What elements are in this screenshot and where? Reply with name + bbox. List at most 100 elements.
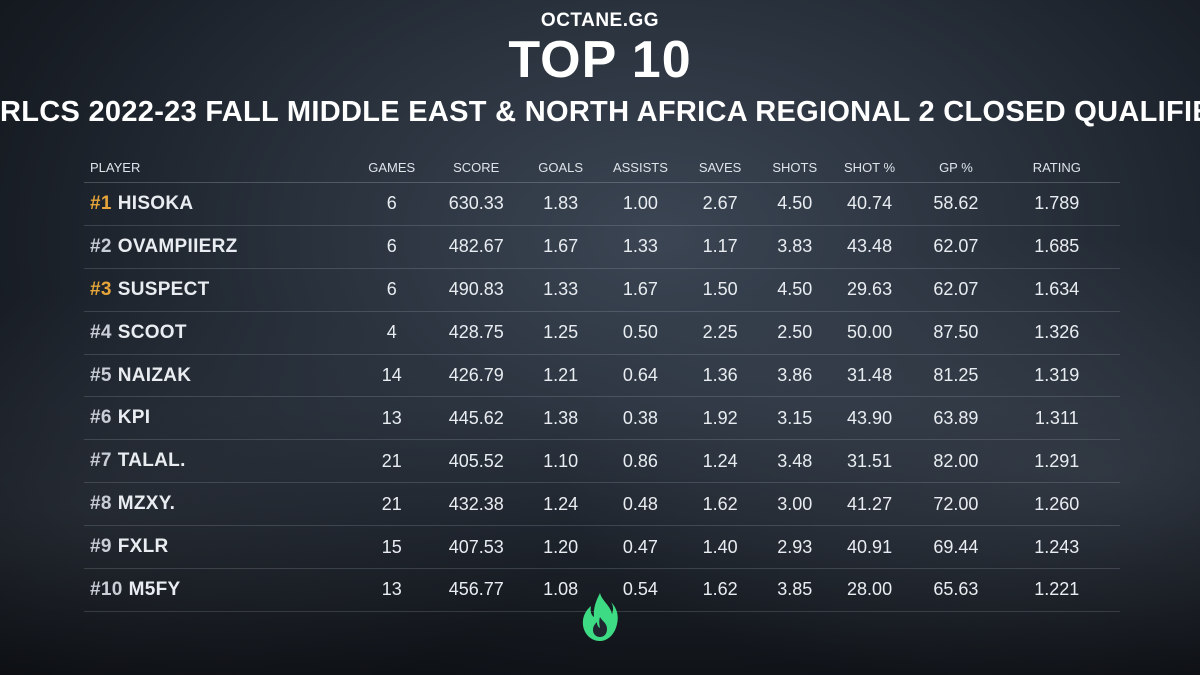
gp-pct-cell: 81.25: [909, 354, 1003, 398]
saves-cell: 1.40: [680, 525, 760, 570]
shot-pct-cell: 43.48: [829, 225, 910, 269]
score-cell: 445.62: [431, 396, 521, 441]
shots-cell: 2.50: [759, 311, 830, 355]
rating-cell: 1.634: [1002, 268, 1120, 312]
saves-cell: 1.92: [680, 396, 760, 441]
score-cell: 482.67: [431, 225, 521, 269]
goals-cell: 1.67: [520, 225, 601, 269]
player-name: NAIZAK: [117, 364, 192, 386]
assists-cell: 0.50: [600, 311, 681, 355]
shots-cell: 3.83: [759, 225, 830, 269]
player-cell: #4 SCOOT: [84, 311, 352, 355]
goals-cell: 1.21: [520, 354, 601, 398]
brand-name: OCTANE.GG: [540, 10, 660, 31]
shot-pct-cell: 43.90: [829, 396, 910, 441]
shots-cell: 4.50: [759, 268, 830, 312]
shot-pct-cell: 50.00: [829, 311, 910, 355]
page-title: TOP 10: [508, 31, 692, 89]
rating-cell: 1.221: [1002, 568, 1120, 612]
shots-cell: 3.15: [759, 396, 830, 441]
rating-cell: 1.685: [1002, 225, 1120, 269]
gp-pct-cell: 87.50: [909, 311, 1003, 355]
games-cell: 21: [351, 439, 432, 484]
player-cell: #3 SUSPECT: [84, 268, 352, 312]
table-header-row: PLAYER GAMES SCORE GOALS ASSISTS SAVES S…: [84, 152, 1120, 183]
player-name: KPI: [117, 407, 151, 429]
rating-cell: 1.326: [1002, 311, 1120, 355]
gp-pct-cell: 65.63: [909, 568, 1003, 612]
player-rank: #4: [90, 321, 112, 343]
goals-cell: 1.25: [520, 311, 601, 355]
player-cell: #1 HISOKA: [84, 182, 352, 226]
saves-cell: 1.36: [680, 354, 760, 398]
flame-icon: [582, 593, 618, 641]
shots-cell: 3.85: [759, 568, 830, 612]
gp-pct-cell: 58.62: [909, 182, 1003, 226]
column-header-games: GAMES: [351, 152, 432, 183]
player-rank: #9: [90, 536, 112, 558]
score-cell: 428.75: [431, 311, 521, 355]
shot-pct-cell: 31.51: [829, 439, 910, 484]
shots-cell: 2.93: [759, 525, 830, 570]
table-row: #7 TALAL. 21 405.52 1.10 0.86 1.24 3.48 31.51 82.…: [84, 439, 1120, 484]
goals-cell: 1.33: [520, 268, 601, 312]
player-cell: #5 NAIZAK: [84, 354, 352, 398]
games-cell: 4: [351, 311, 432, 355]
gp-pct-cell: 62.07: [909, 268, 1003, 312]
score-cell: 630.33: [431, 182, 521, 226]
player-rank: #2: [90, 235, 112, 257]
player-cell: #10 M5FY: [84, 568, 352, 612]
event-subtitle: RLCS 2022-23 FALL MIDDLE EAST & NORTH AF…: [0, 96, 1200, 128]
player-rank: #8: [90, 493, 112, 515]
rating-cell: 1.319: [1002, 354, 1120, 398]
table-body: #1 HISOKA 6 630.33 1.83 1.00 2.67 4.50 40.74 58.6…: [84, 182, 1120, 612]
gp-pct-cell: 63.89: [909, 396, 1003, 441]
score-cell: 405.52: [431, 439, 521, 484]
shots-cell: 4.50: [759, 182, 830, 226]
table-row: #1 HISOKA 6 630.33 1.83 1.00 2.67 4.50 40.74 58.6…: [84, 182, 1120, 226]
player-name: OVAMPIIERZ: [117, 235, 238, 257]
rating-cell: 1.311: [1002, 396, 1120, 441]
goals-cell: 1.83: [520, 182, 601, 226]
shot-pct-cell: 40.74: [829, 182, 910, 226]
column-header-saves: SAVES: [680, 152, 760, 183]
gp-pct-cell: 62.07: [909, 225, 1003, 269]
saves-cell: 1.62: [680, 568, 760, 612]
assists-cell: 0.48: [600, 482, 681, 527]
player-cell: #7 TALAL.: [84, 439, 352, 484]
saves-cell: 2.25: [680, 311, 760, 355]
player-rank: #1: [90, 192, 112, 214]
table-row: #6 KPI 13 445.62 1.38 0.38 1.92 3.15 43.90 63.89 1…: [84, 396, 1120, 441]
player-name: SUSPECT: [117, 278, 210, 300]
player-name: TALAL.: [117, 450, 186, 472]
column-header-gp-pct: GP %: [909, 152, 1003, 183]
games-cell: 14: [351, 354, 432, 398]
shot-pct-cell: 31.48: [829, 354, 910, 398]
player-name: HISOKA: [117, 192, 194, 214]
score-cell: 407.53: [431, 525, 521, 570]
player-rank: #6: [90, 407, 112, 429]
saves-cell: 1.50: [680, 268, 760, 312]
player-name: MZXY.: [117, 493, 176, 515]
table-row: #10 M5FY 13 456.77 1.08 0.54 1.62 3.85 28.00 65.6…: [84, 568, 1120, 612]
saves-cell: 1.62: [680, 482, 760, 527]
shots-cell: 3.00: [759, 482, 830, 527]
goals-cell: 1.24: [520, 482, 601, 527]
assists-cell: 1.33: [600, 225, 681, 269]
shot-pct-cell: 29.63: [829, 268, 910, 312]
player-cell: #8 MZXY.: [84, 482, 352, 527]
player-name: SCOOT: [117, 321, 187, 343]
player-rank: #3: [90, 278, 112, 300]
rating-cell: 1.789: [1002, 182, 1120, 226]
table-row: #5 NAIZAK 14 426.79 1.21 0.64 1.36 3.86 31.48 81.…: [84, 354, 1120, 398]
column-header-shot-pct: SHOT %: [829, 152, 910, 183]
score-cell: 456.77: [431, 568, 521, 612]
stats-table: PLAYER GAMES SCORE GOALS ASSISTS SAVES S…: [84, 152, 1120, 612]
table-row: #2 OVAMPIIERZ 6 482.67 1.67 1.33 1.17 3.83 43.48…: [84, 225, 1120, 269]
assists-cell: 0.64: [600, 354, 681, 398]
player-rank: #5: [90, 364, 112, 386]
player-rank: #10: [90, 578, 123, 600]
score-cell: 432.38: [431, 482, 521, 527]
gp-pct-cell: 72.00: [909, 482, 1003, 527]
score-cell: 490.83: [431, 268, 521, 312]
